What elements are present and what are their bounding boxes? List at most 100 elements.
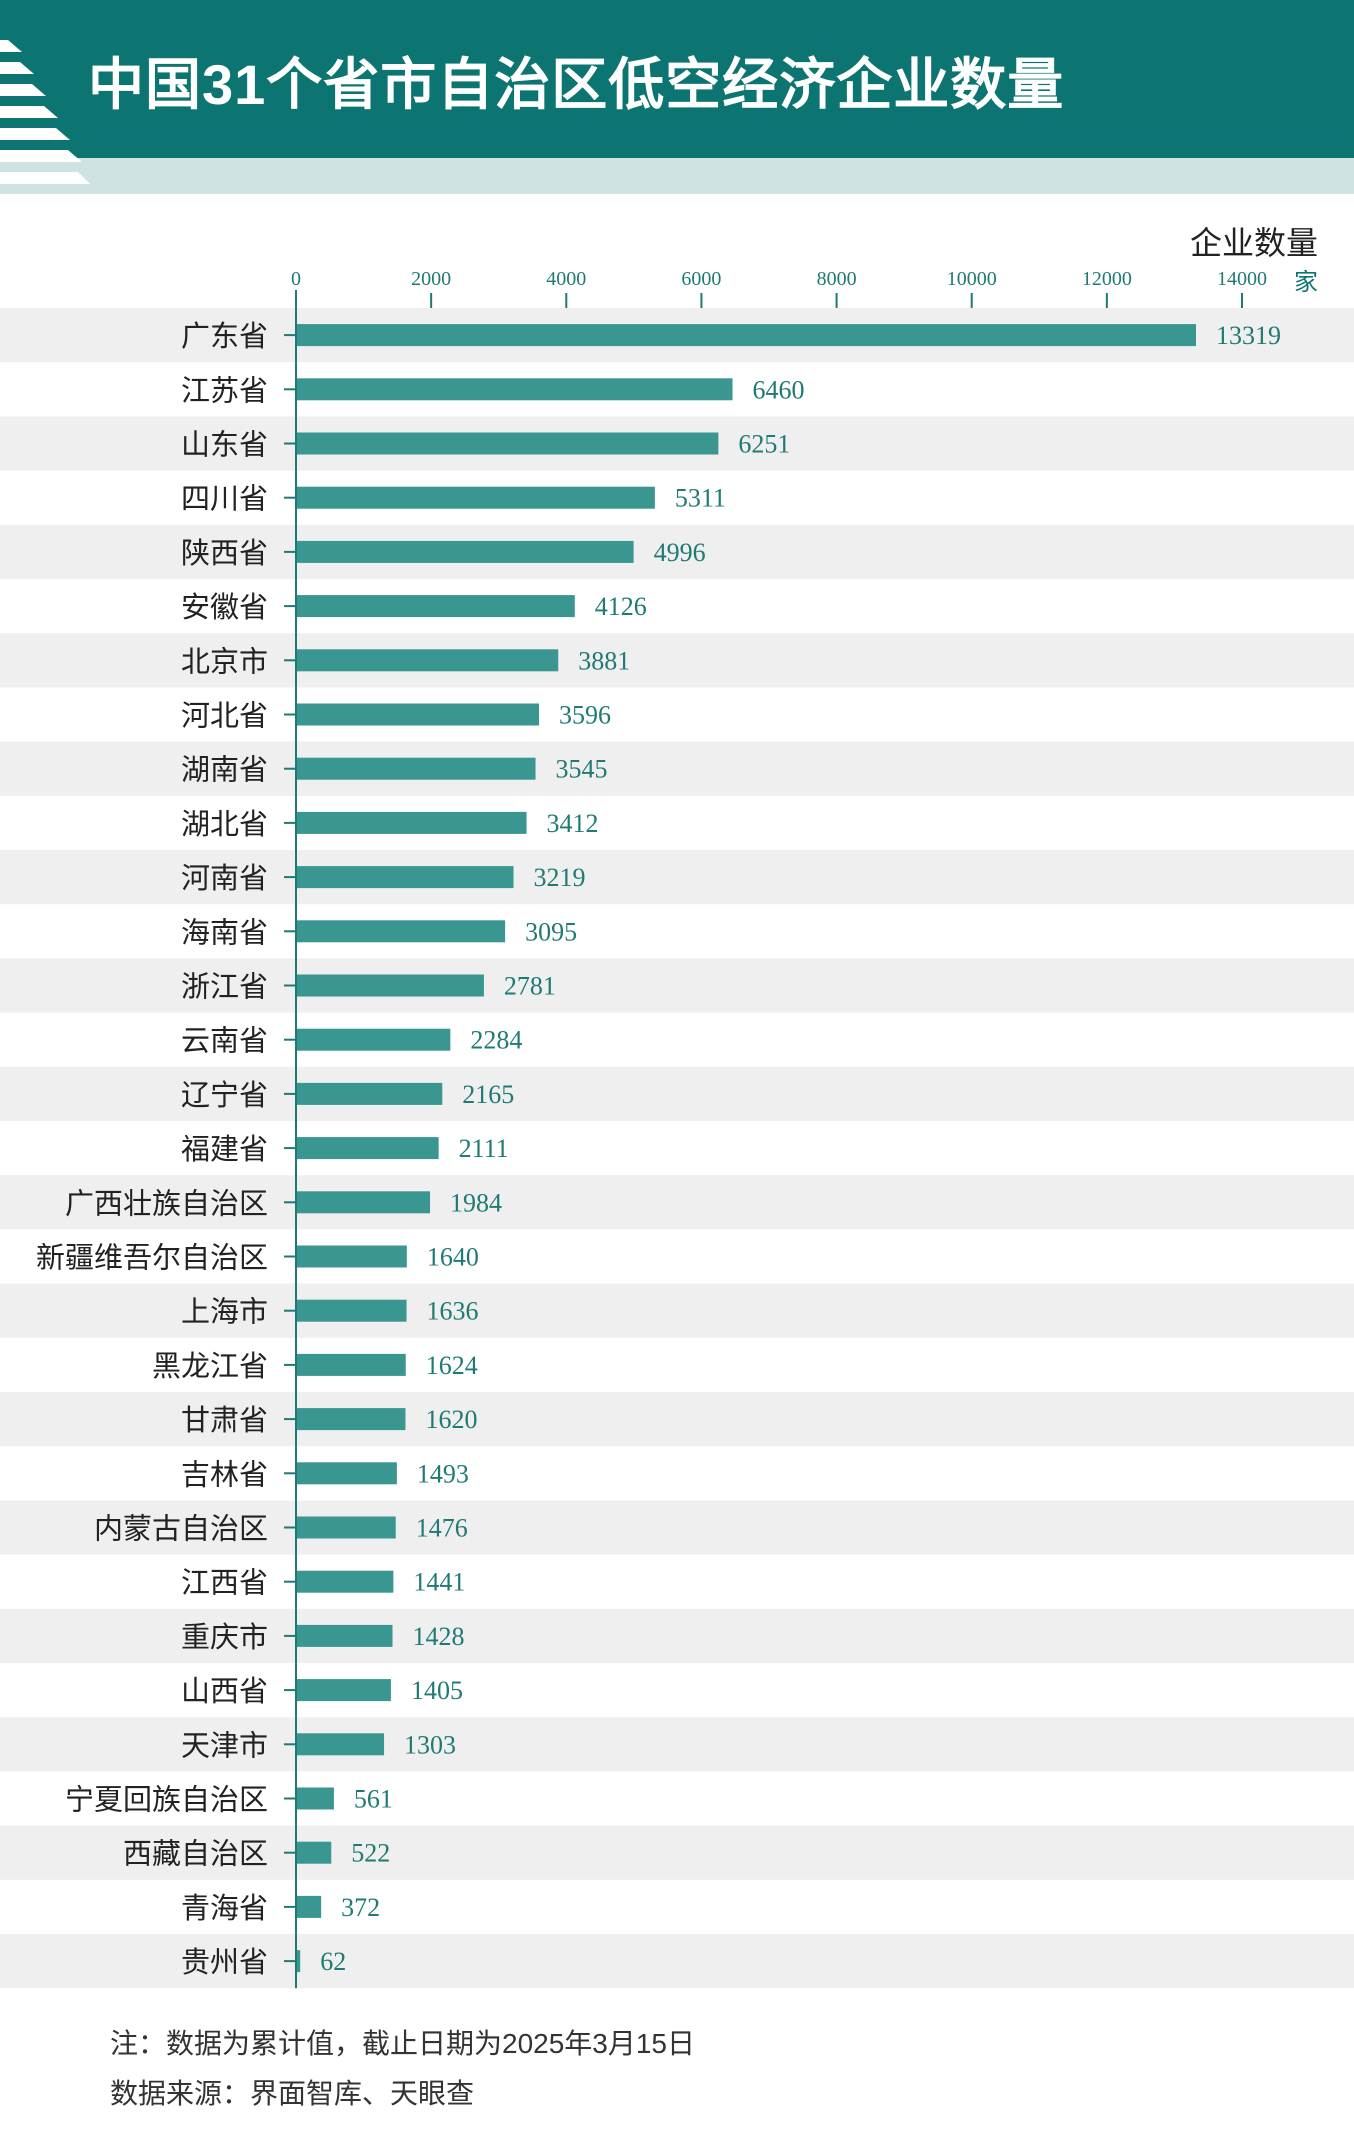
- row-shade: [0, 1608, 1354, 1663]
- category-label: 辽宁省: [181, 1078, 268, 1112]
- bar: [296, 595, 575, 618]
- bar: [296, 324, 1196, 347]
- bar: [296, 1733, 385, 1756]
- bar: [296, 1299, 407, 1322]
- value-label: 1303: [404, 1730, 456, 1759]
- row-shade: [0, 958, 1354, 1013]
- bar: [296, 486, 655, 509]
- value-label: 1428: [412, 1622, 464, 1651]
- row-shade: [0, 1066, 1354, 1121]
- bar: [296, 1787, 334, 1810]
- value-label: 2284: [470, 1026, 522, 1055]
- category-label: 宁夏回族自治区: [65, 1783, 268, 1817]
- value-label: 1441: [413, 1568, 465, 1597]
- category-label: 甘肃省: [181, 1403, 268, 1437]
- category-label: 广东省: [181, 319, 268, 353]
- value-label: 1493: [417, 1459, 469, 1488]
- row-shade: [0, 1825, 1354, 1880]
- category-label: 河南省: [181, 861, 268, 895]
- row-shade: [0, 1175, 1354, 1230]
- value-label: 3095: [525, 917, 577, 946]
- category-label: 新疆维吾尔自治区: [36, 1241, 268, 1275]
- bar: [296, 1624, 393, 1647]
- x-tick-label: 8000: [817, 268, 857, 290]
- category-label: 北京市: [181, 644, 268, 678]
- value-label: 3545: [556, 755, 608, 784]
- bar: [296, 1028, 451, 1051]
- category-label: 黑龙江省: [152, 1349, 268, 1383]
- value-label: 1624: [426, 1351, 478, 1380]
- category-label: 内蒙古自治区: [94, 1512, 268, 1546]
- bar: [296, 920, 506, 943]
- bar: [296, 649, 559, 672]
- value-label: 6251: [738, 430, 790, 459]
- category-label: 海南省: [181, 915, 268, 949]
- row-shade: [0, 1717, 1354, 1772]
- value-label: 1640: [427, 1243, 479, 1272]
- value-label: 5311: [675, 484, 726, 513]
- axis-title: 企业数量: [1189, 225, 1318, 261]
- bar: [296, 540, 634, 563]
- category-label: 陕西省: [181, 536, 268, 570]
- bar: [296, 1137, 439, 1160]
- value-label: 1405: [411, 1676, 463, 1705]
- bar: [296, 1895, 322, 1918]
- page-title: 中国31个省市自治区低空经济企业数量: [88, 53, 1065, 116]
- value-label: 4126: [595, 592, 647, 621]
- x-tick-label: 4000: [546, 268, 586, 290]
- x-tick-label: 12000: [1082, 268, 1132, 290]
- bar: [296, 866, 514, 889]
- x-tick-label: 14000: [1217, 268, 1267, 290]
- bar: [296, 1462, 397, 1485]
- category-label: 山东省: [181, 428, 268, 462]
- row-shade: [0, 1283, 1354, 1338]
- value-label: 1984: [450, 1188, 502, 1217]
- value-label: 4996: [654, 538, 706, 567]
- data-source: 数据来源：界面智库、天眼查: [110, 2078, 475, 2109]
- bar: [296, 1570, 394, 1593]
- header-banner: [0, 0, 1354, 158]
- value-label: 2781: [504, 972, 556, 1001]
- bar: [296, 1516, 396, 1539]
- category-label: 上海市: [181, 1295, 268, 1329]
- category-label: 贵州省: [181, 1945, 268, 1979]
- row-shade: [0, 633, 1354, 688]
- category-label: 天津市: [181, 1728, 268, 1762]
- category-label: 重庆市: [181, 1620, 268, 1654]
- value-label: 62: [320, 1947, 346, 1976]
- value-label: 1476: [416, 1514, 468, 1543]
- footnote: 注：数据为累计值，截止日期为2025年3月15日: [110, 2028, 696, 2059]
- x-tick-label: 0: [291, 268, 301, 290]
- value-label: 561: [354, 1785, 393, 1814]
- category-label: 福建省: [181, 1132, 268, 1166]
- bar: [296, 1245, 407, 1268]
- category-label: 云南省: [181, 1024, 268, 1058]
- value-label: 3881: [578, 646, 630, 675]
- category-label: 山西省: [181, 1674, 268, 1708]
- bar: [296, 1191, 431, 1214]
- category-label: 浙江省: [181, 970, 268, 1004]
- x-tick-label: 2000: [411, 268, 451, 290]
- category-label: 江苏省: [181, 373, 268, 407]
- bar: [296, 1353, 406, 1376]
- row-shade: [0, 1934, 1354, 1989]
- category-label: 吉林省: [181, 1457, 268, 1491]
- x-tick-label: 6000: [681, 268, 721, 290]
- row-shade: [0, 1392, 1354, 1447]
- value-label: 2111: [459, 1134, 509, 1163]
- bar: [296, 1841, 332, 1864]
- category-label: 河北省: [181, 699, 268, 733]
- value-label: 1636: [427, 1297, 479, 1326]
- value-label: 6460: [753, 375, 805, 404]
- bar: [296, 378, 733, 401]
- bar: [296, 757, 536, 780]
- bar-chart: 0 2000 4000 6000 8000 10000 12000 14000 广东省 13319…: [0, 268, 1354, 1989]
- value-label: 3219: [534, 863, 586, 892]
- value-label: 1620: [425, 1405, 477, 1434]
- header-band: [0, 158, 1354, 194]
- bar: [296, 1082, 443, 1105]
- category-label: 青海省: [181, 1891, 268, 1925]
- bar: [296, 1950, 301, 1973]
- value-label: 13319: [1216, 321, 1281, 350]
- stripe-decoration: [0, 40, 90, 184]
